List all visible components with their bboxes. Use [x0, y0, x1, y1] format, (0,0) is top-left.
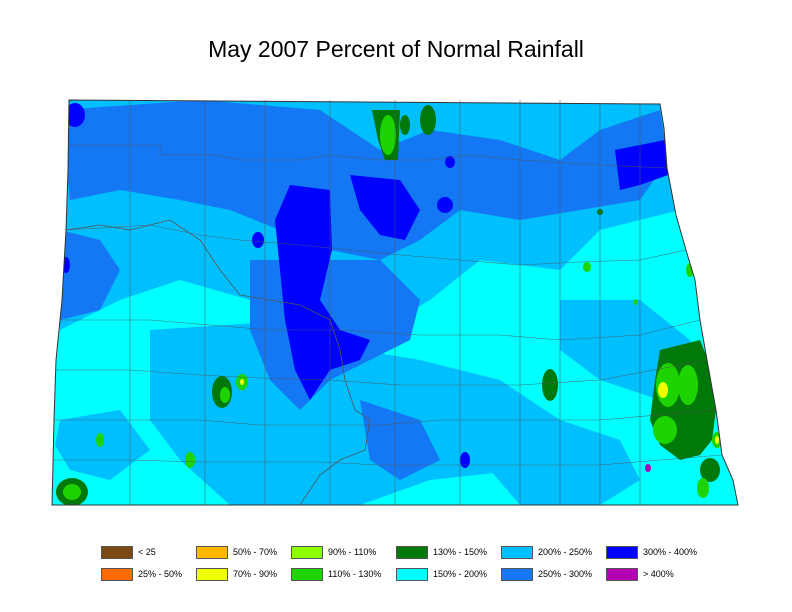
missouri-river: [65, 219, 371, 506]
county-boundaries: [54, 100, 723, 505]
map-title: May 2007 Percent of Normal Rainfall: [208, 36, 584, 62]
state-outline: [51, 99, 739, 506]
